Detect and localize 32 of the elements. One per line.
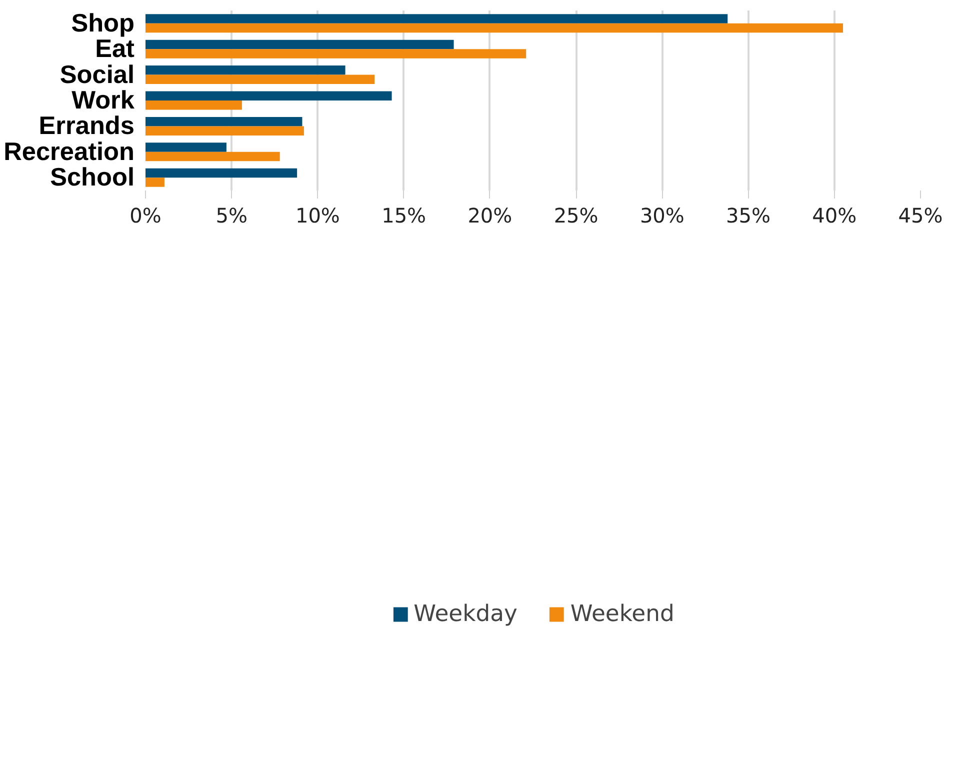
bar: [146, 49, 526, 58]
x-tick-label: 45%: [898, 204, 943, 228]
bar: [146, 116, 302, 126]
x-tick-label: 30%: [640, 204, 684, 228]
y-tick-label: Recreation: [4, 138, 135, 166]
x-tick-label: 10%: [295, 204, 340, 228]
y-tick-label: Work: [72, 86, 136, 114]
y-tick-label: Social: [60, 60, 135, 89]
bar: [146, 91, 392, 100]
bar: [146, 23, 843, 33]
legend-label: Weekday: [414, 600, 518, 626]
x-tick-label: 20%: [468, 204, 512, 228]
x-tick-label: 15%: [382, 204, 426, 228]
bar: [146, 168, 298, 178]
y-tick-label: Shop: [71, 9, 135, 38]
y-tick-label: School: [50, 164, 135, 192]
bar: [146, 66, 346, 75]
x-tick-label: 40%: [812, 204, 857, 228]
bar: [146, 152, 280, 162]
y-tick-label: Errands: [38, 112, 135, 140]
bar: [146, 100, 242, 110]
x-tick-label: 5%: [216, 204, 248, 228]
x-tick-label: 25%: [554, 204, 598, 228]
legend-label: Weekend: [570, 600, 674, 626]
bar: [146, 40, 454, 50]
bar: [146, 142, 226, 152]
x-tick-label: 0%: [130, 204, 162, 228]
bar: [146, 126, 304, 136]
bar: [146, 178, 164, 187]
bar: [146, 14, 728, 24]
bar: [146, 74, 375, 84]
x-tick-label: 35%: [726, 204, 771, 228]
